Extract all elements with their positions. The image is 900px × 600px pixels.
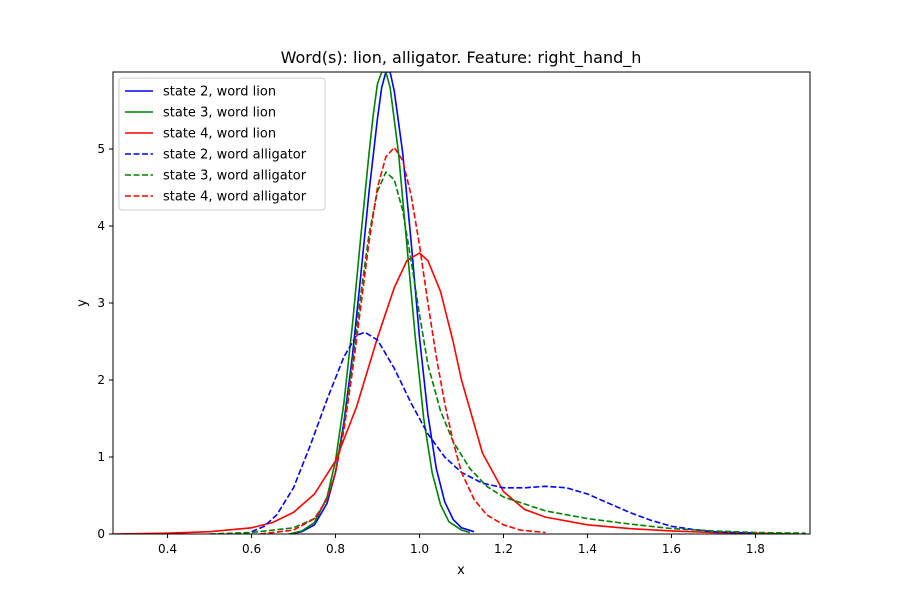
lines-layer (113, 72, 806, 534)
x-tick-label: 0.4 (158, 542, 177, 556)
x-axis-label: x (457, 563, 465, 578)
legend-label: state 2, word alligator (163, 148, 307, 163)
y-axis-label: y (75, 299, 90, 307)
legend: state 2, word lion state 3, word lion stat… (118, 77, 326, 211)
y-axis: 0 1 2 3 4 5 (97, 142, 113, 541)
series-line-3 (113, 252, 798, 534)
legend-label: state 3, word alligator (163, 169, 307, 184)
legend-label: state 4, word alligator (163, 190, 307, 205)
legend-label: state 4, word lion (163, 127, 276, 142)
x-tick-label: 1.4 (578, 542, 597, 556)
y-tick-label: 3 (97, 296, 105, 310)
y-tick-label: 4 (97, 219, 105, 233)
y-tick-label: 2 (97, 373, 105, 387)
chart-title: Word(s): lion, alligator. Feature: right… (281, 48, 642, 68)
series-line-5 (209, 171, 806, 534)
x-tick-label: 1.2 (494, 542, 513, 556)
x-axis: 0.4 0.6 0.8 1.0 1.2 1.4 1.6 1.8 (158, 534, 765, 556)
legend-label: state 2, word lion (163, 85, 276, 100)
x-tick-label: 0.8 (326, 542, 345, 556)
series-line-6 (259, 146, 546, 534)
y-tick-label: 1 (97, 450, 105, 464)
legend-label: state 3, word lion (163, 106, 276, 121)
x-tick-label: 0.6 (242, 542, 261, 556)
legend-box (118, 77, 326, 211)
y-tick-label: 0 (97, 527, 105, 541)
x-tick-label: 1.6 (662, 542, 681, 556)
series-line-2 (289, 72, 471, 534)
x-tick-label: 1.8 (746, 542, 765, 556)
y-tick-label: 5 (97, 142, 105, 156)
x-tick-label: 1.0 (410, 542, 429, 556)
